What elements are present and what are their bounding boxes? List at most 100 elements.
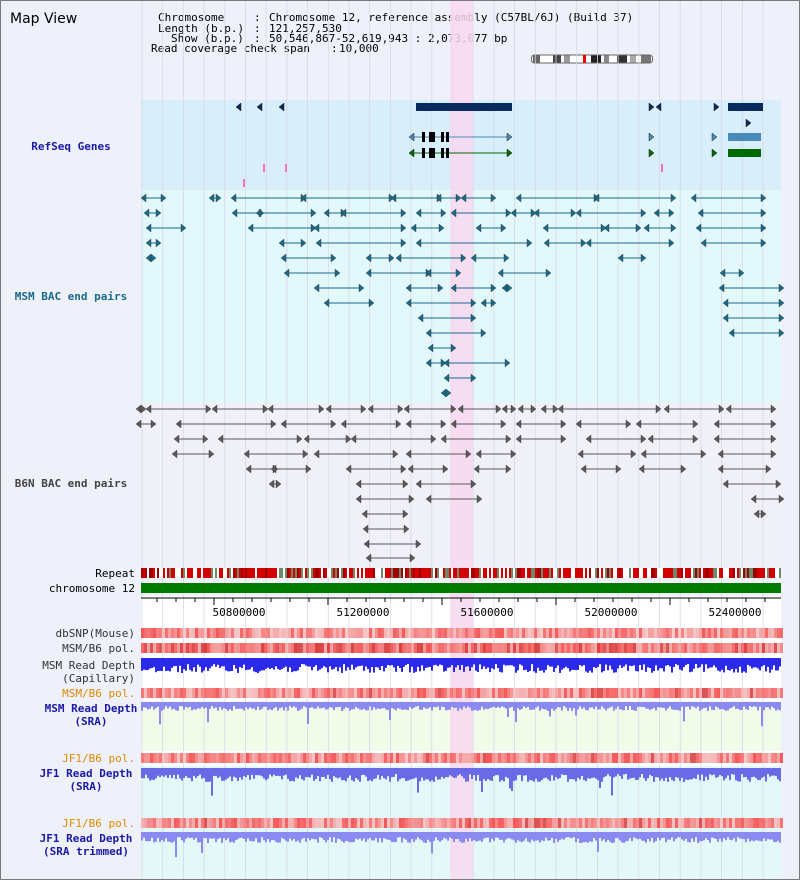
depth-bar bbox=[775, 832, 777, 843]
depth-bar bbox=[349, 832, 351, 843]
depth-bar bbox=[453, 768, 455, 778]
depth-bar bbox=[699, 832, 701, 842]
heat-cell bbox=[540, 643, 543, 653]
depth-bar bbox=[191, 768, 193, 782]
msm-bac-end bbox=[390, 193, 397, 203]
heat-cell bbox=[690, 753, 693, 763]
depth-bar bbox=[431, 832, 433, 854]
depth-bar bbox=[257, 832, 259, 843]
depth-bar bbox=[461, 702, 463, 710]
depth-bar bbox=[169, 658, 171, 672]
msm-bac-end bbox=[475, 223, 482, 233]
heat-cell bbox=[186, 628, 189, 638]
depth-bar bbox=[703, 702, 705, 708]
depth-bar bbox=[495, 658, 497, 665]
heat-cell bbox=[417, 818, 420, 828]
ideogram-position-marker bbox=[583, 55, 586, 63]
heat-cell bbox=[270, 818, 273, 828]
depth-bar bbox=[169, 768, 171, 775]
depth-bar bbox=[183, 768, 185, 778]
label-msm-bac[interactable]: MSM BAC end pairs bbox=[14, 290, 128, 303]
repeat-element bbox=[755, 568, 757, 578]
heat-cell bbox=[201, 753, 204, 763]
heat-cell bbox=[345, 643, 348, 653]
depth-bar bbox=[303, 702, 305, 707]
heat-cell bbox=[441, 818, 444, 828]
heat-cell bbox=[393, 688, 396, 698]
depth-bar bbox=[151, 768, 153, 780]
heat-cell bbox=[279, 753, 282, 763]
heat-cell bbox=[606, 753, 609, 763]
heat-cell bbox=[732, 688, 735, 698]
heat-cell bbox=[465, 628, 468, 638]
chromosome-ideogram[interactable] bbox=[531, 54, 653, 64]
b6n-bac-end bbox=[717, 449, 724, 459]
depth-bar bbox=[225, 658, 227, 671]
depth-bar bbox=[647, 832, 649, 839]
depth-bar bbox=[197, 658, 199, 665]
depth-bar bbox=[673, 768, 675, 782]
b6n-bac-end bbox=[663, 404, 670, 414]
depth-bar bbox=[547, 832, 549, 841]
b6n-bac-end bbox=[403, 404, 410, 414]
heat-cell bbox=[684, 688, 687, 698]
repeat-element bbox=[407, 568, 409, 578]
depth-bar bbox=[467, 832, 469, 842]
depth-bar bbox=[331, 658, 333, 670]
msm-bac-end bbox=[670, 193, 677, 203]
depth-bar bbox=[775, 702, 777, 711]
gene-arrow bbox=[711, 148, 718, 158]
depth-bar bbox=[287, 768, 289, 779]
depth-bar bbox=[669, 832, 671, 840]
colon-1: : bbox=[254, 11, 261, 24]
heat-cell bbox=[615, 753, 618, 763]
heat-cell bbox=[363, 753, 366, 763]
b6n-bac-end bbox=[407, 464, 414, 474]
depth-bar bbox=[715, 658, 717, 668]
heat-cell bbox=[669, 643, 672, 653]
depth-bar bbox=[563, 702, 565, 706]
label-b6n-bac[interactable]: B6N BAC end pairs bbox=[14, 477, 128, 490]
depth-bar bbox=[771, 768, 773, 776]
depth-bar bbox=[527, 702, 529, 707]
depth-bar bbox=[339, 658, 341, 668]
repeat-element bbox=[663, 568, 665, 578]
depth-bar bbox=[705, 702, 707, 708]
repeat-element bbox=[183, 568, 185, 578]
depth-bar bbox=[489, 658, 491, 673]
repeat-element bbox=[521, 568, 523, 578]
heat-cell bbox=[330, 628, 333, 638]
heat-cell bbox=[168, 688, 171, 698]
depth-bar bbox=[531, 658, 533, 665]
depth-bar bbox=[493, 768, 495, 777]
heat-cell bbox=[153, 628, 156, 638]
depth-bar bbox=[457, 768, 459, 776]
label-refseq-genes[interactable]: RefSeq Genes bbox=[31, 140, 111, 153]
heat-cell bbox=[753, 688, 756, 698]
heat-cell bbox=[636, 818, 639, 828]
repeat-element bbox=[257, 568, 259, 578]
gene-arrow bbox=[408, 132, 415, 142]
depth-bar bbox=[389, 768, 391, 782]
heat-cell bbox=[660, 753, 663, 763]
depth-bar bbox=[327, 768, 329, 775]
b6n-bac-end bbox=[647, 434, 654, 444]
depth-bar bbox=[663, 658, 665, 672]
heat-cell bbox=[765, 753, 768, 763]
heat-cell bbox=[360, 643, 363, 653]
heat-cell bbox=[453, 753, 456, 763]
heat-cell bbox=[672, 753, 675, 763]
repeat-element bbox=[549, 568, 551, 578]
heat-cell bbox=[387, 688, 390, 698]
heat-cell bbox=[726, 643, 729, 653]
depth-bar bbox=[235, 832, 237, 841]
depth-bar bbox=[717, 702, 719, 708]
heat-cell bbox=[222, 818, 225, 828]
heat-cell bbox=[273, 688, 276, 698]
depth-bar bbox=[603, 768, 605, 778]
heat-cell bbox=[249, 688, 252, 698]
depth-bar bbox=[591, 658, 593, 673]
coverage-key: Read coverage check span bbox=[151, 42, 310, 55]
b6n-bac-end bbox=[505, 464, 512, 474]
